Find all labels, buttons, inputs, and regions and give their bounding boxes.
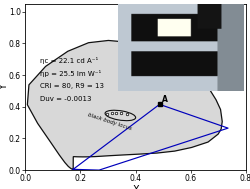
Y-axis label: Y: Y (0, 84, 9, 90)
Text: black body locus: black body locus (86, 112, 131, 131)
X-axis label: X: X (132, 185, 138, 189)
Text: A: A (161, 94, 167, 104)
Text: CRI = 80, R9 = 13: CRI = 80, R9 = 13 (40, 83, 104, 89)
Text: Duv = -0.0013: Duv = -0.0013 (40, 96, 92, 102)
Text: ηc = 22.1 cd A⁻¹: ηc = 22.1 cd A⁻¹ (40, 57, 98, 64)
Polygon shape (27, 40, 221, 169)
Text: ηp = 25.5 lm W⁻¹: ηp = 25.5 lm W⁻¹ (40, 70, 101, 77)
